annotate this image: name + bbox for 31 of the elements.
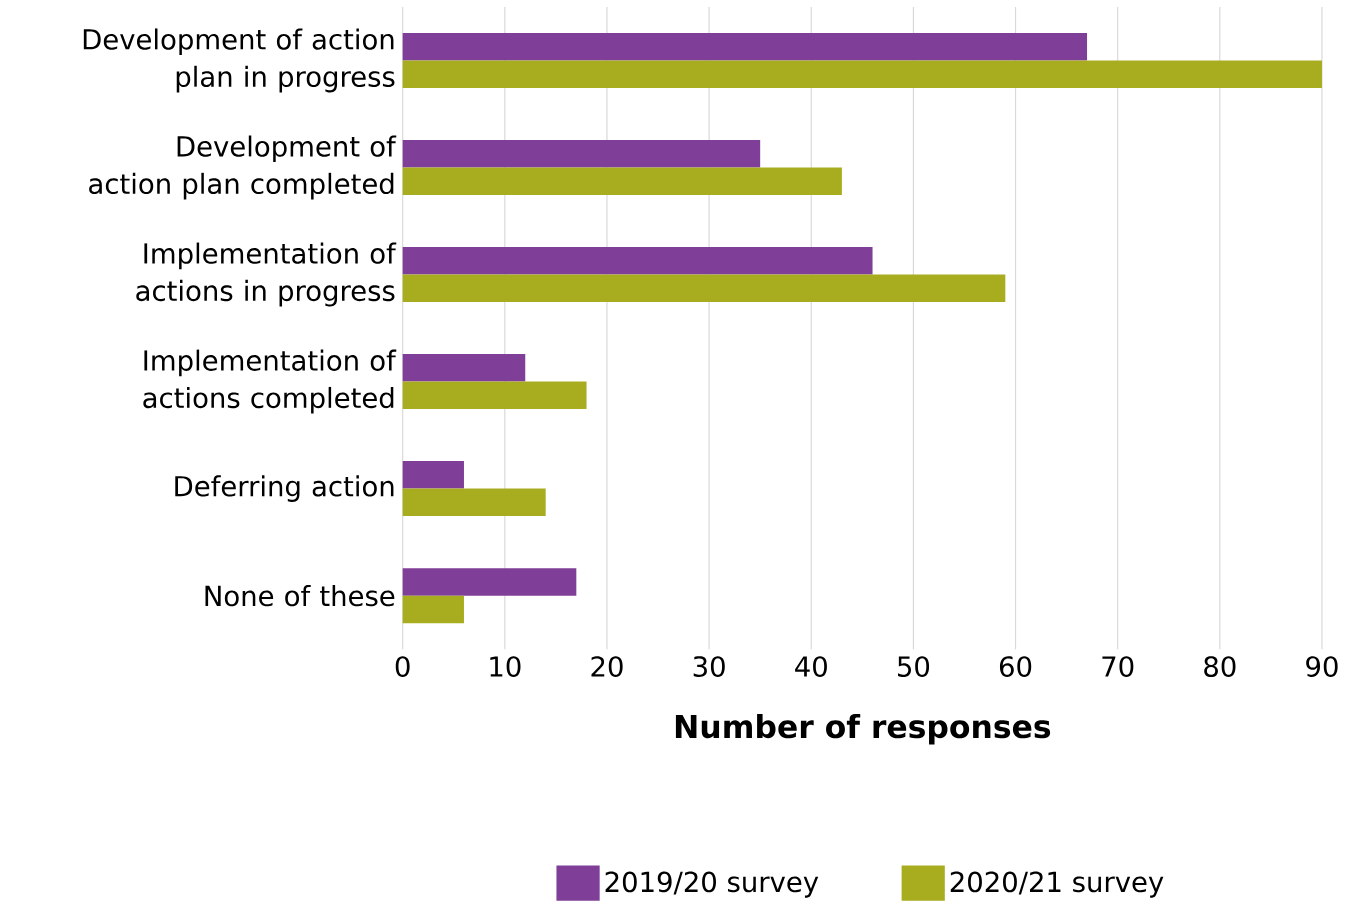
- x-tick-label: 90: [1306, 656, 1338, 678]
- bar: [402, 60, 1322, 89]
- y-tick-label: Development of action plan completed: [89, 135, 397, 200]
- bar: [402, 354, 526, 382]
- bar: [402, 381, 587, 410]
- y-tick-label: Implementation of actions completed: [143, 349, 397, 414]
- x-tick-label: 20: [591, 656, 623, 678]
- bar: [402, 167, 842, 196]
- x-tick-label: 70: [1102, 656, 1134, 678]
- y-tick-label: Implementation of actions in progress: [136, 242, 397, 307]
- bar: [402, 488, 546, 517]
- x-tick-label: 50: [898, 656, 930, 678]
- legend-label: 2020/21 survey: [950, 871, 1164, 898]
- y-tick-label: Deferring action: [175, 475, 394, 503]
- x-tick-label: 10: [490, 656, 521, 678]
- legend-label: 2019/20 survey: [605, 871, 819, 898]
- x-tick-label: 80: [1204, 656, 1236, 678]
- bar: [402, 247, 873, 275]
- x-tick-label: 0: [395, 656, 410, 678]
- bar: [402, 140, 761, 168]
- bar: [402, 595, 464, 624]
- y-tick-label: Development of action plan in progress: [83, 28, 395, 93]
- y-tick-label: None of these: [205, 585, 395, 607]
- x-axis-title: Number of responses: [675, 714, 1051, 745]
- bar: [402, 33, 1088, 61]
- bar: [402, 568, 577, 596]
- x-tick-label: 40: [795, 656, 827, 678]
- bar: [402, 461, 464, 489]
- x-tick-label: 60: [999, 656, 1032, 678]
- x-tick-label: 30: [693, 656, 725, 678]
- bar: [402, 274, 1006, 303]
